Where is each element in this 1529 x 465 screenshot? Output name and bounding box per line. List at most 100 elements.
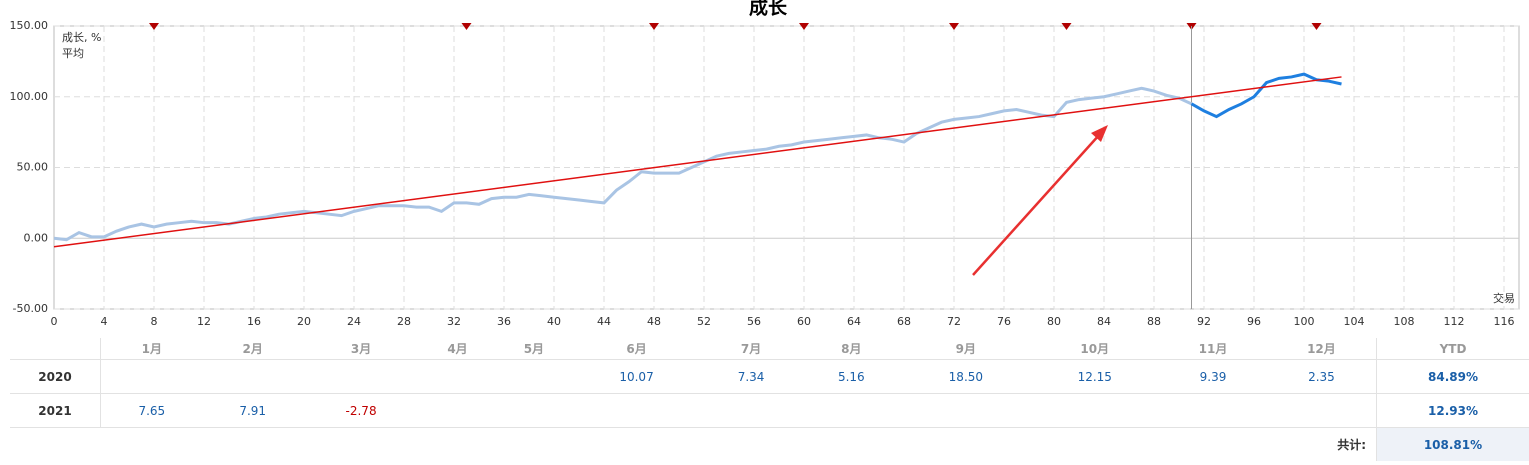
- ytd: 84.89%: [1376, 359, 1529, 394]
- value-cell: 12.15: [1030, 359, 1160, 394]
- col-header: 3月: [302, 338, 420, 360]
- x-tick-label: 4: [101, 315, 108, 328]
- x-tick-label: 116: [1494, 315, 1515, 328]
- value-cell: 5.16: [801, 359, 902, 394]
- x-tick-label: 88: [1147, 315, 1161, 328]
- year-row: 2021 7.65 7.91 -2.78 12.93%: [10, 393, 1529, 428]
- marker: [149, 23, 159, 30]
- tot: 共计:: [1337, 438, 1366, 452]
- x-tick-label: 100: [1294, 315, 1315, 328]
- growth-line: [53, 86, 1193, 242]
- col-header: 11月: [1159, 338, 1267, 360]
- header-row: 1月 2月 3月 4月 5月 6月 7月 8月 9月 10月 11月 12月 YTD: [10, 338, 1529, 360]
- y-tick-label: 100.00: [10, 90, 49, 103]
- marker: [799, 23, 809, 30]
- value-cell: [572, 393, 701, 428]
- value-cell: 2.35: [1266, 359, 1377, 394]
- value-cell: [202, 359, 303, 394]
- x-tick-label: 108: [1394, 315, 1415, 328]
- x-tick-label: 40: [547, 315, 561, 328]
- value-cell: 9.39: [1159, 359, 1267, 394]
- x-tick-label: 28: [397, 315, 411, 328]
- legend-label: 平均: [62, 47, 84, 60]
- value-cell: 10.07: [572, 359, 701, 394]
- x-tick-label: 60: [797, 315, 811, 328]
- marker: [461, 23, 472, 30]
- x-tick-label: 48: [647, 315, 661, 328]
- value-cell: [1159, 393, 1267, 428]
- value-cell: 7.65: [100, 393, 203, 428]
- col-header: 8月: [801, 338, 902, 360]
- value-cell: [901, 393, 1031, 428]
- value-cell: [419, 393, 496, 428]
- col-header: 5月: [495, 338, 573, 360]
- y-tick-label: 50.00: [17, 161, 49, 174]
- marker: [649, 23, 659, 30]
- x-tick-label: 84: [1097, 315, 1111, 328]
- x-tick-label: 44: [597, 315, 611, 328]
- value-cell: 7.34: [700, 359, 802, 394]
- marker: [1061, 23, 1072, 30]
- col-header: 10月: [1030, 338, 1160, 360]
- value-cell: 18.50: [901, 359, 1031, 394]
- x-tick-label: 92: [1197, 315, 1211, 328]
- arrow-head: [1091, 125, 1108, 142]
- average-line: [53, 76, 1342, 248]
- monthly-table: 1月 2月 3月 4月 5月 6月 7月 8月 9月 10月 11月 12月 YTD 2020 10.07 7…: [10, 338, 1529, 461]
- x-tick-label: 64: [847, 315, 861, 328]
- x-tick-label: 0: [51, 315, 58, 328]
- y-tick-label: -50.00: [13, 302, 48, 315]
- value-cell: -2.78: [302, 393, 420, 428]
- col-header: 4月: [419, 338, 496, 360]
- value-cell: [302, 359, 420, 394]
- ytd totv: 108.81%: [1376, 427, 1529, 461]
- x-tick-label: 76: [997, 315, 1011, 328]
- col-header: 7月: [700, 338, 802, 360]
- y-tick-label: 0.00: [24, 231, 49, 244]
- x-tick-label: 32: [447, 315, 461, 328]
- arrow: [972, 133, 1101, 276]
- value-cell: 7.91: [202, 393, 303, 428]
- col-header: 12月: [1266, 338, 1377, 360]
- x-tick-label: 96: [1247, 315, 1261, 328]
- y-tick-label: 150.00: [10, 19, 49, 32]
- value-cell: [100, 359, 203, 394]
- x-tick-label: 12: [197, 315, 211, 328]
- value-cell: [1266, 393, 1377, 428]
- chart-title: 成长: [749, 0, 788, 19]
- col-header: 2月: [202, 338, 303, 360]
- lab: 2021: [10, 393, 101, 428]
- value-cell: [495, 393, 573, 428]
- legend-label: 成长, %: [62, 31, 101, 44]
- x-tick-label: 68: [897, 315, 911, 328]
- x-tick-label: 52: [697, 315, 711, 328]
- x-tick-label: 72: [947, 315, 961, 328]
- lab: [10, 338, 101, 360]
- lab: 2020: [10, 359, 101, 394]
- ytd: YTD: [1376, 338, 1529, 360]
- x-tick-label: 8: [151, 315, 158, 328]
- value-cell: [495, 359, 573, 394]
- x-tick-label: 104: [1344, 315, 1365, 328]
- x-tick-label: 24: [347, 315, 361, 328]
- total-row: 共计: 108.81%: [10, 427, 1529, 461]
- x-tick-label: 16: [247, 315, 261, 328]
- col-header: 1月: [100, 338, 203, 360]
- x-axis-label: 交易: [1493, 291, 1515, 305]
- ytd: 12.93%: [1376, 393, 1529, 428]
- marker: [949, 23, 959, 30]
- value-cell: [700, 393, 802, 428]
- x-tick-label: 80: [1047, 315, 1061, 328]
- x-tick-label: 112: [1444, 315, 1465, 328]
- marker: [1311, 23, 1322, 30]
- x-tick-label: 56: [747, 315, 761, 328]
- value-cell: [1030, 393, 1160, 428]
- year-row: 2020 10.07 7.34 5.16 18.50 12.15 9.39 2.35 84.89…: [10, 359, 1529, 394]
- value-cell: [419, 359, 496, 394]
- x-tick-label: 36: [497, 315, 511, 328]
- col-header: 9月: [901, 338, 1031, 360]
- x-tick-label: 20: [297, 315, 311, 328]
- col-header: 6月: [572, 338, 701, 360]
